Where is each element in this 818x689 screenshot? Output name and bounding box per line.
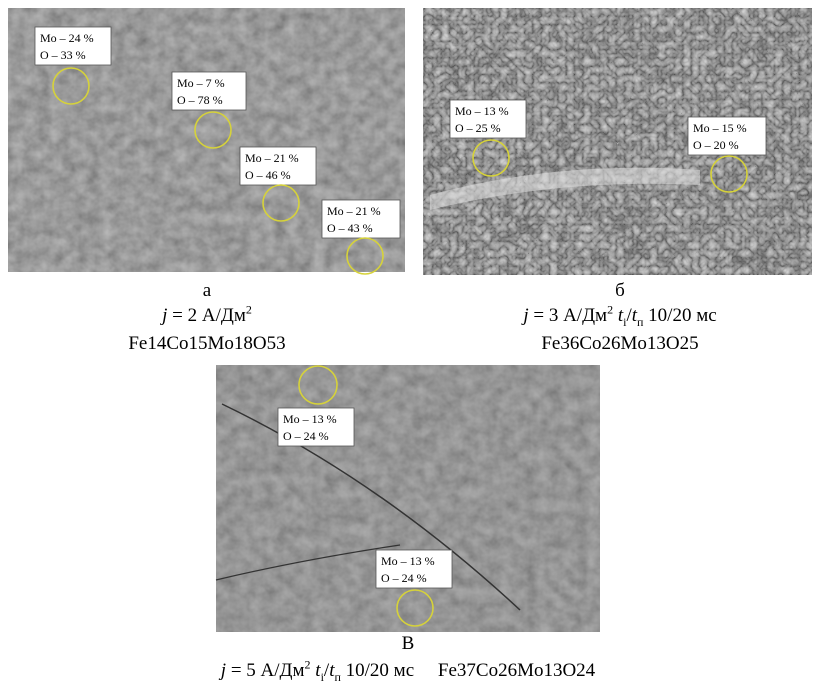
annotation: Mo – 13 %: [381, 554, 435, 568]
annotation: O – 46 %: [245, 168, 291, 182]
sem-image-c: Mo – 13 % O – 24 % Mo – 13 % O – 24 %: [216, 365, 600, 632]
caption-part: 2: [246, 303, 252, 317]
annotation: Mo – 7 %: [177, 76, 225, 90]
panel-letter: В: [402, 633, 415, 655]
annotation: O – 78 %: [177, 93, 223, 107]
annotation: Mo – 13 %: [455, 104, 509, 118]
caption-part: п: [334, 670, 340, 684]
annotation: Mo – 21 %: [327, 204, 381, 218]
caption-part: = 3 А/Дм: [533, 305, 607, 326]
sem-image-b: Mo – 13 % O – 25 % Mo – 15 % O – 20 %: [423, 8, 812, 275]
composition: Fe37Co26Mo13O24: [438, 660, 595, 681]
caption-part: j: [523, 305, 528, 326]
annotation: O – 24 %: [283, 429, 329, 443]
annotation: O – 24 %: [381, 571, 427, 585]
caption-part: = 5 А/Дм: [231, 660, 305, 681]
figure: Mo – 24 % O – 33 % Mo – 7 % O – 78 % Mo …: [0, 0, 818, 689]
caption-part: 10/20 мс: [648, 305, 717, 326]
panel-letter: б: [615, 280, 625, 302]
caption-part: = 2 А/Дм: [172, 305, 246, 326]
annotation: O – 20 %: [693, 138, 739, 152]
annotation: Mo – 13 %: [283, 412, 337, 426]
annotation: O – 25 %: [455, 121, 501, 135]
sem-image-a: Mo – 24 % O – 33 % Mo – 7 % O – 78 % Mo …: [8, 8, 405, 274]
annotation: Mo – 24 %: [40, 31, 94, 45]
caption-part: j: [221, 660, 226, 681]
composition: Fe36Co26Mo13O25: [541, 333, 698, 355]
composition: Fe14Co15Mo18O53: [128, 333, 285, 355]
annotation: Mo – 15 %: [693, 121, 747, 135]
condition: j = 2 А/Дм2: [162, 305, 252, 327]
caption-part: j: [162, 305, 167, 326]
annotation: Mo – 21 %: [245, 151, 299, 165]
caption-part: 2: [305, 658, 311, 672]
panel-letter: а: [203, 280, 211, 302]
caption-part: 2: [607, 303, 613, 317]
condition: j = 5 А/Дм2 ti/tп 10/20 мс Fe37Co26Mo13O…: [221, 660, 595, 682]
caption-part: п: [637, 315, 643, 329]
annotation: O – 33 %: [40, 48, 86, 62]
condition: j = 3 А/Дм2 ti/tп 10/20 мс: [523, 305, 716, 327]
caption-part: 10/20 мс: [346, 660, 415, 681]
annotation: O – 43 %: [327, 221, 373, 235]
